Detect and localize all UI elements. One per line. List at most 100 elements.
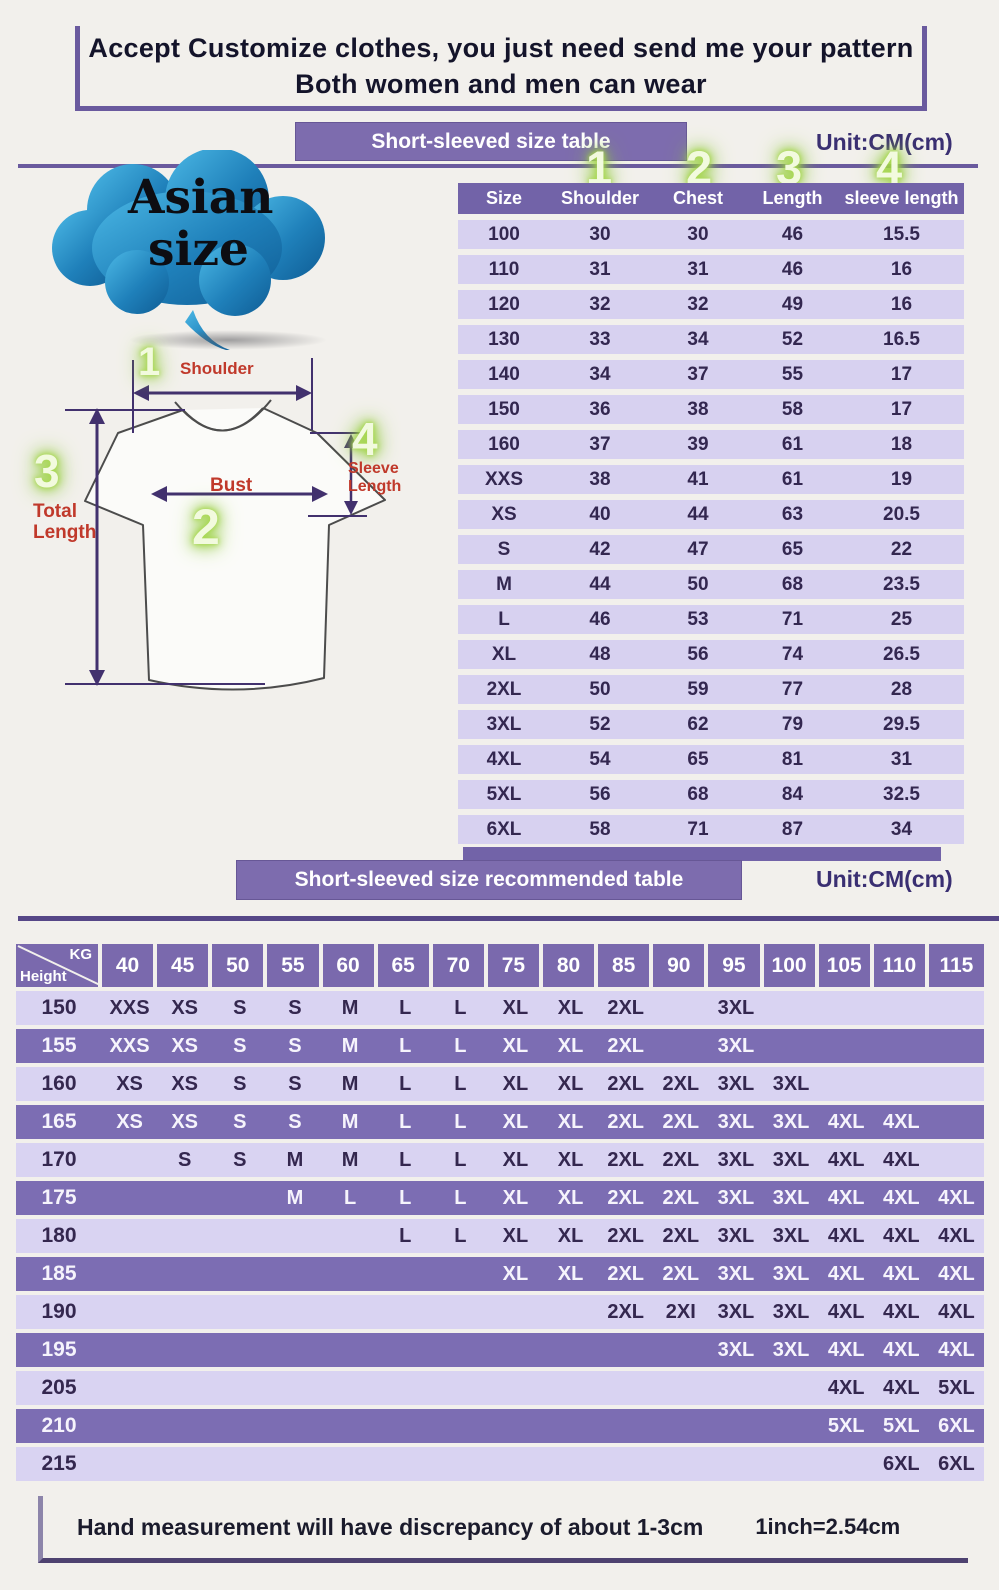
recommended-size-cell: XL: [502, 1072, 529, 1095]
size-table-cell: 34: [890, 818, 913, 840]
size-table-cell: 46: [781, 258, 804, 280]
size-table-row: 130 33 34 52 16.5: [458, 325, 964, 354]
size-table-row: 5XL 56 68 84 32.5: [458, 780, 964, 809]
recommended-size-cell: 4XL: [827, 1300, 865, 1323]
height-row-label: 150: [41, 996, 77, 1019]
recommended-size-cell: 3XL: [717, 1300, 755, 1323]
recommended-size-cell: 4XL: [827, 1224, 865, 1247]
recommended-size-cell: 2XL: [607, 996, 645, 1019]
size-table-banner: Short-sleeved size table: [295, 122, 687, 161]
recommended-size-cell: XL: [502, 1186, 529, 1209]
size-table-row: 6XL 58 71 87 34: [458, 815, 964, 844]
recommended-size-cell: XXS: [109, 996, 150, 1019]
recommended-table-row: 175 M L L L XL XL 2XL 2XL 3XL 3XL 4XL 4XL 4XL: [16, 1181, 984, 1215]
recommended-size-cell: 2XL: [662, 1110, 700, 1133]
height-row-label: 210: [41, 1414, 77, 1437]
recommended-table-row: 155 XXS XS S S M L L XL XL 2XL 3XL: [16, 1029, 984, 1063]
size-table-cell: 33: [589, 328, 611, 350]
size-table-cell: 42: [589, 538, 611, 560]
recommended-size-cell: M: [286, 1186, 304, 1209]
size-table-row: 110 31 31 46 16: [458, 255, 964, 284]
size-table-cell: 61: [781, 433, 804, 455]
recommended-size-cell: 4XL: [882, 1300, 920, 1323]
recommended-table-row: 195 3XL 3XL 4XL 4XL 4XL: [16, 1333, 984, 1367]
total-length-label-line2: Length: [33, 521, 97, 543]
shoulder-label: Shoulder: [180, 359, 254, 378]
size-table-cell: 65: [781, 538, 804, 560]
size-table-cell: 40: [589, 503, 611, 525]
recommended-size-cell: S: [233, 1110, 247, 1133]
recommended-size-cell: 3XL: [772, 1224, 810, 1247]
weight-column-header: 110: [873, 944, 925, 987]
weight-column-header: 115: [928, 944, 984, 987]
asian-size-cloud-icon: [52, 150, 325, 350]
recommended-size-cell: M: [341, 996, 359, 1019]
recommended-size-cell: XL: [502, 1148, 529, 1171]
size-table-cell: 18: [890, 433, 913, 455]
size-table-cell: 29.5: [883, 713, 920, 735]
weight-column-header: 50: [212, 944, 264, 987]
height-row-label: 190: [41, 1300, 77, 1323]
recommended-size-cell: L: [399, 1110, 412, 1133]
recommended-size-cell: S: [288, 1034, 302, 1057]
recommended-size-cell: 4XL: [882, 1262, 920, 1285]
size-table-cell: 30: [589, 223, 611, 245]
size-table-cell: 41: [687, 468, 709, 490]
size-table-cell: 38: [687, 398, 709, 420]
height-row-label: 180: [41, 1224, 77, 1247]
size-table-cell: 110: [488, 258, 520, 280]
measure-number-4: 4: [352, 413, 378, 465]
recommended-table-row: 190 2XL 2XI 3XL 3XL 4XL 4XL 4XL: [16, 1295, 984, 1329]
size-table: Size Shoulder Chest Length sleeve length 100…: [458, 183, 964, 844]
size-table-cell: 130: [488, 328, 520, 350]
recommended-size-cell: 4XL: [882, 1338, 920, 1361]
recommended-size-cell: 4XL: [938, 1262, 975, 1285]
recommended-size-cell: L: [399, 996, 412, 1019]
size-table-cell: 28: [890, 678, 913, 700]
size-table-row: S 42 47 65 22: [458, 535, 964, 564]
recommended-size-cell: L: [399, 1186, 412, 1209]
size-table-cell: 81: [781, 748, 804, 770]
size-table-cell: 61: [781, 468, 804, 490]
divider-line-top: [18, 164, 978, 168]
recommended-table-row: 170 S S M M L L XL XL 2XL 2XL 3XL 3XL 4XL 4XL: [16, 1143, 984, 1177]
recommended-size-cell: XS: [171, 1072, 199, 1095]
inch-cm-conversion: 1inch=2.54cm: [755, 1514, 901, 1539]
size-table-column-header: Chest: [672, 188, 723, 208]
recommended-size-cell: 4XL: [827, 1376, 865, 1399]
size-table-row: 4XL 54 65 81 31: [458, 745, 964, 774]
divider-line-middle: [18, 916, 999, 921]
size-table-cell: 19: [890, 468, 913, 490]
size-table-cell: 34: [589, 363, 611, 385]
recommended-size-cell: L: [454, 1186, 467, 1209]
recommended-size-cell: 4XL: [938, 1224, 975, 1247]
size-table-cell: 65: [687, 748, 709, 770]
recommended-size-cell: S: [178, 1148, 192, 1171]
recommended-size-cell: 5XL: [938, 1376, 975, 1399]
recommended-size-cell: 3XL: [717, 1034, 755, 1057]
recommended-table-header-row: KG Height 40 45 50 55 60 65 70 75 80 85 90 95 100 105…: [16, 944, 984, 987]
recommended-size-cell: L: [399, 1072, 412, 1095]
recommended-size-cell: XL: [502, 1224, 529, 1247]
size-table-cell: 71: [687, 818, 709, 840]
size-table-cell: XS: [491, 503, 517, 525]
height-row-label: 195: [41, 1338, 77, 1361]
recommended-table-row: 165 XS XS S S M L L XL XL 2XL 2XL 3XL 3XL 4XL 4XL: [16, 1105, 984, 1139]
recommended-size-cell: XL: [557, 996, 584, 1019]
recommended-table-row: 185 XL XL 2XL 2XL 3XL 3XL 4XL 4XL 4XL: [16, 1257, 984, 1291]
size-table-cell: 15.5: [883, 223, 920, 245]
size-table-cell: 32: [589, 293, 611, 315]
recommended-size-cell: L: [454, 996, 467, 1019]
size-table-cell: 17: [890, 398, 913, 420]
size-table-row: XL 48 56 74 26.5: [458, 640, 964, 669]
size-table-cell: 53: [687, 608, 709, 630]
size-table-cell: 77: [781, 678, 804, 700]
recommended-size-cell: 3XL: [772, 1148, 810, 1171]
size-table-cell: 20.5: [883, 503, 920, 525]
recommended-size-cell: 4XL: [882, 1224, 920, 1247]
recommended-table-row: 160 XS XS S S M L L XL XL 2XL 2XL 3XL 3XL: [16, 1067, 984, 1101]
size-table-cell: 31: [687, 258, 709, 280]
size-table-cell: 47: [687, 538, 709, 560]
recommended-size-cell: 6XL: [882, 1452, 920, 1475]
